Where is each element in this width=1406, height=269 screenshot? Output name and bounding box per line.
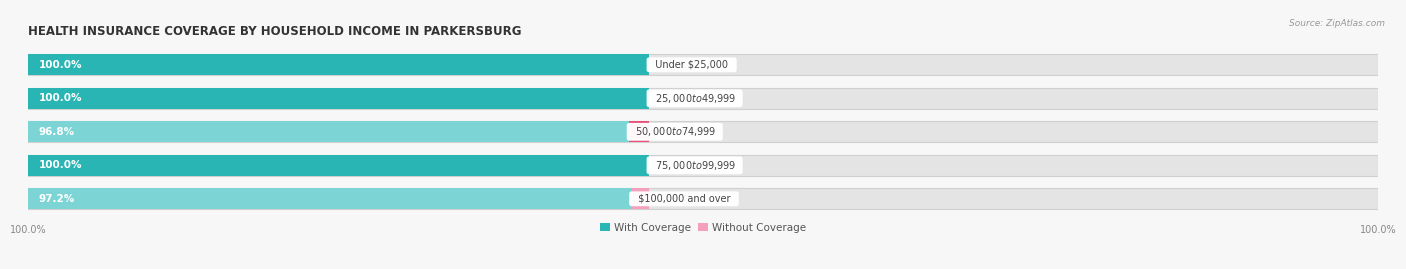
- Bar: [631, 188, 650, 209]
- Text: 97.2%: 97.2%: [39, 194, 75, 204]
- Text: Source: ZipAtlas.com: Source: ZipAtlas.com: [1289, 19, 1385, 28]
- Bar: [28, 155, 1378, 176]
- Bar: [28, 54, 650, 75]
- Bar: [28, 88, 1378, 109]
- Text: 100.0%: 100.0%: [39, 160, 83, 170]
- Text: $25,000 to $49,999: $25,000 to $49,999: [650, 92, 740, 105]
- Bar: [28, 88, 650, 109]
- Bar: [28, 121, 1378, 142]
- Text: 0.0%: 0.0%: [662, 93, 689, 103]
- Text: 0.0%: 0.0%: [662, 60, 689, 70]
- Bar: [28, 188, 1378, 209]
- Text: HEALTH INSURANCE COVERAGE BY HOUSEHOLD INCOME IN PARKERSBURG: HEALTH INSURANCE COVERAGE BY HOUSEHOLD I…: [28, 25, 522, 38]
- Bar: [28, 155, 650, 176]
- Bar: [28, 121, 628, 142]
- Bar: [28, 188, 631, 209]
- Text: 100.0%: 100.0%: [39, 93, 83, 103]
- Bar: [628, 121, 650, 142]
- Text: $100,000 and over: $100,000 and over: [631, 194, 737, 204]
- Text: 0.0%: 0.0%: [662, 160, 689, 170]
- Text: 100.0%: 100.0%: [39, 60, 83, 70]
- Text: Under $25,000: Under $25,000: [650, 60, 734, 70]
- Legend: With Coverage, Without Coverage: With Coverage, Without Coverage: [596, 218, 810, 237]
- Text: 3.2%: 3.2%: [662, 127, 689, 137]
- Text: $75,000 to $99,999: $75,000 to $99,999: [650, 159, 740, 172]
- Text: 2.8%: 2.8%: [662, 194, 689, 204]
- Text: 96.8%: 96.8%: [39, 127, 75, 137]
- Text: $50,000 to $74,999: $50,000 to $74,999: [628, 125, 720, 138]
- Bar: [28, 54, 1378, 75]
